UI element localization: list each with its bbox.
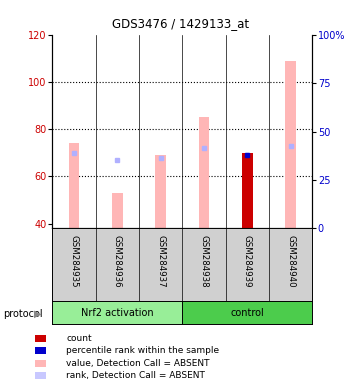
Bar: [35, 360, 46, 367]
Text: GSM284939: GSM284939: [243, 235, 252, 288]
Bar: [242, 153, 253, 228]
Text: count: count: [66, 334, 92, 343]
Bar: [35, 335, 46, 342]
Text: ▶: ▶: [34, 309, 42, 319]
Text: GSM284938: GSM284938: [200, 235, 208, 288]
Text: rank, Detection Call = ABSENT: rank, Detection Call = ABSENT: [66, 371, 205, 380]
Text: GSM284935: GSM284935: [70, 235, 78, 288]
Text: protocol: protocol: [4, 309, 43, 319]
Bar: [285, 61, 296, 228]
Text: GSM284936: GSM284936: [113, 235, 122, 288]
Bar: [112, 193, 123, 228]
Bar: [35, 372, 46, 379]
Bar: [182, 301, 312, 324]
Text: value, Detection Call = ABSENT: value, Detection Call = ABSENT: [66, 359, 210, 368]
Text: Nrf2 activation: Nrf2 activation: [81, 308, 154, 318]
Text: GSM284940: GSM284940: [286, 235, 295, 288]
Bar: [69, 143, 79, 228]
Text: GDS3476 / 1429133_at: GDS3476 / 1429133_at: [112, 17, 249, 30]
Bar: [199, 118, 209, 228]
Text: percentile rank within the sample: percentile rank within the sample: [66, 346, 219, 355]
Bar: [52, 301, 182, 324]
Bar: [155, 155, 166, 228]
Bar: [242, 153, 253, 228]
Bar: [35, 348, 46, 354]
Text: GSM284937: GSM284937: [156, 235, 165, 288]
Text: control: control: [230, 308, 264, 318]
